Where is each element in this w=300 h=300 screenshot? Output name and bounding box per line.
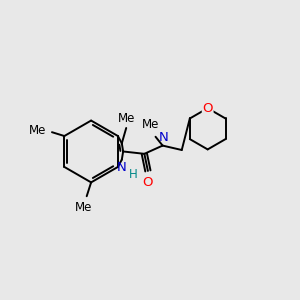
Text: Me: Me bbox=[118, 112, 135, 125]
Text: Me: Me bbox=[29, 124, 47, 137]
Text: N: N bbox=[158, 131, 168, 144]
Text: H: H bbox=[129, 168, 138, 181]
Text: N: N bbox=[117, 161, 127, 174]
Text: Me: Me bbox=[142, 118, 159, 131]
Text: O: O bbox=[202, 102, 213, 115]
Text: Me: Me bbox=[75, 201, 92, 214]
Text: O: O bbox=[142, 176, 152, 189]
